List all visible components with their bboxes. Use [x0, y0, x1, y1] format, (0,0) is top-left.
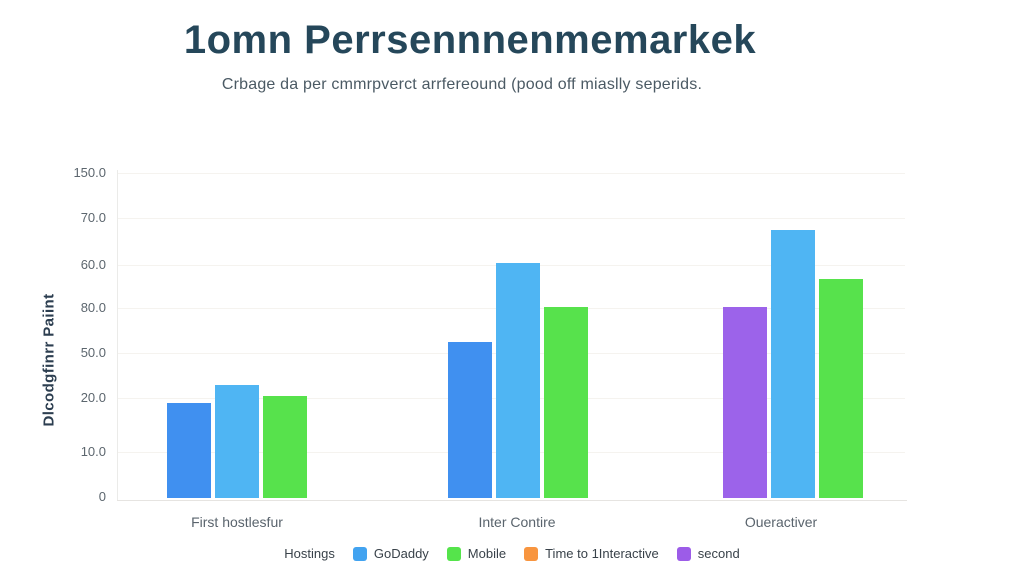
- x-axis-label: First hostlesfur: [191, 514, 283, 530]
- legend-swatch: [524, 546, 539, 561]
- y-tick-label: 10.0: [80, 444, 106, 459]
- bar: [448, 342, 492, 498]
- legend-label: Hostings: [284, 546, 335, 561]
- legend-item: second: [676, 546, 740, 561]
- gridline: [117, 173, 905, 174]
- legend-label: second: [697, 546, 740, 561]
- bar: [167, 403, 211, 498]
- legend-swatch: [352, 546, 367, 561]
- y-tick-label: 60.0: [80, 257, 106, 272]
- y-tick-label: 70.0: [80, 210, 106, 225]
- y-tick-label: 20.0: [80, 390, 106, 405]
- x-axis-line: [117, 500, 907, 501]
- bar: [496, 263, 540, 498]
- y-axis-line: [117, 170, 118, 500]
- legend-label: Mobile: [467, 546, 507, 561]
- legend-item: Mobile: [446, 546, 507, 561]
- bar: [723, 307, 767, 498]
- legend-item: GoDaddy: [352, 546, 429, 561]
- bar: [215, 385, 259, 498]
- legend: Hostings GoDaddy Mobile Time to 1Interactiv…: [0, 546, 1024, 561]
- gridline: [117, 218, 905, 219]
- bar: [544, 307, 588, 498]
- legend-swatch: [446, 546, 461, 561]
- y-tick-label: 80.0: [80, 300, 106, 315]
- x-axis-label: Inter Contire: [478, 514, 556, 530]
- y-tick-label: 50.0: [80, 345, 106, 360]
- legend-item: Hostings: [284, 546, 335, 561]
- legend-swatch: [676, 546, 691, 561]
- chart-title: 1omn Perrsennnenmemarkek: [183, 18, 757, 62]
- chart-subtitle: Crbage da per cmmrpverct arrfereound (po…: [221, 76, 703, 93]
- y-tick-label: 0: [98, 489, 106, 504]
- bar: [771, 230, 815, 498]
- y-tick-label: 150.0: [73, 165, 106, 180]
- legend-label: Time to 1Interactive: [545, 546, 659, 561]
- legend-item: Time to 1Interactive: [524, 546, 659, 561]
- x-axis-label: Oueractiver: [744, 514, 818, 530]
- bar: [263, 396, 307, 498]
- legend-label: GoDaddy: [373, 546, 429, 561]
- bar: [819, 279, 863, 498]
